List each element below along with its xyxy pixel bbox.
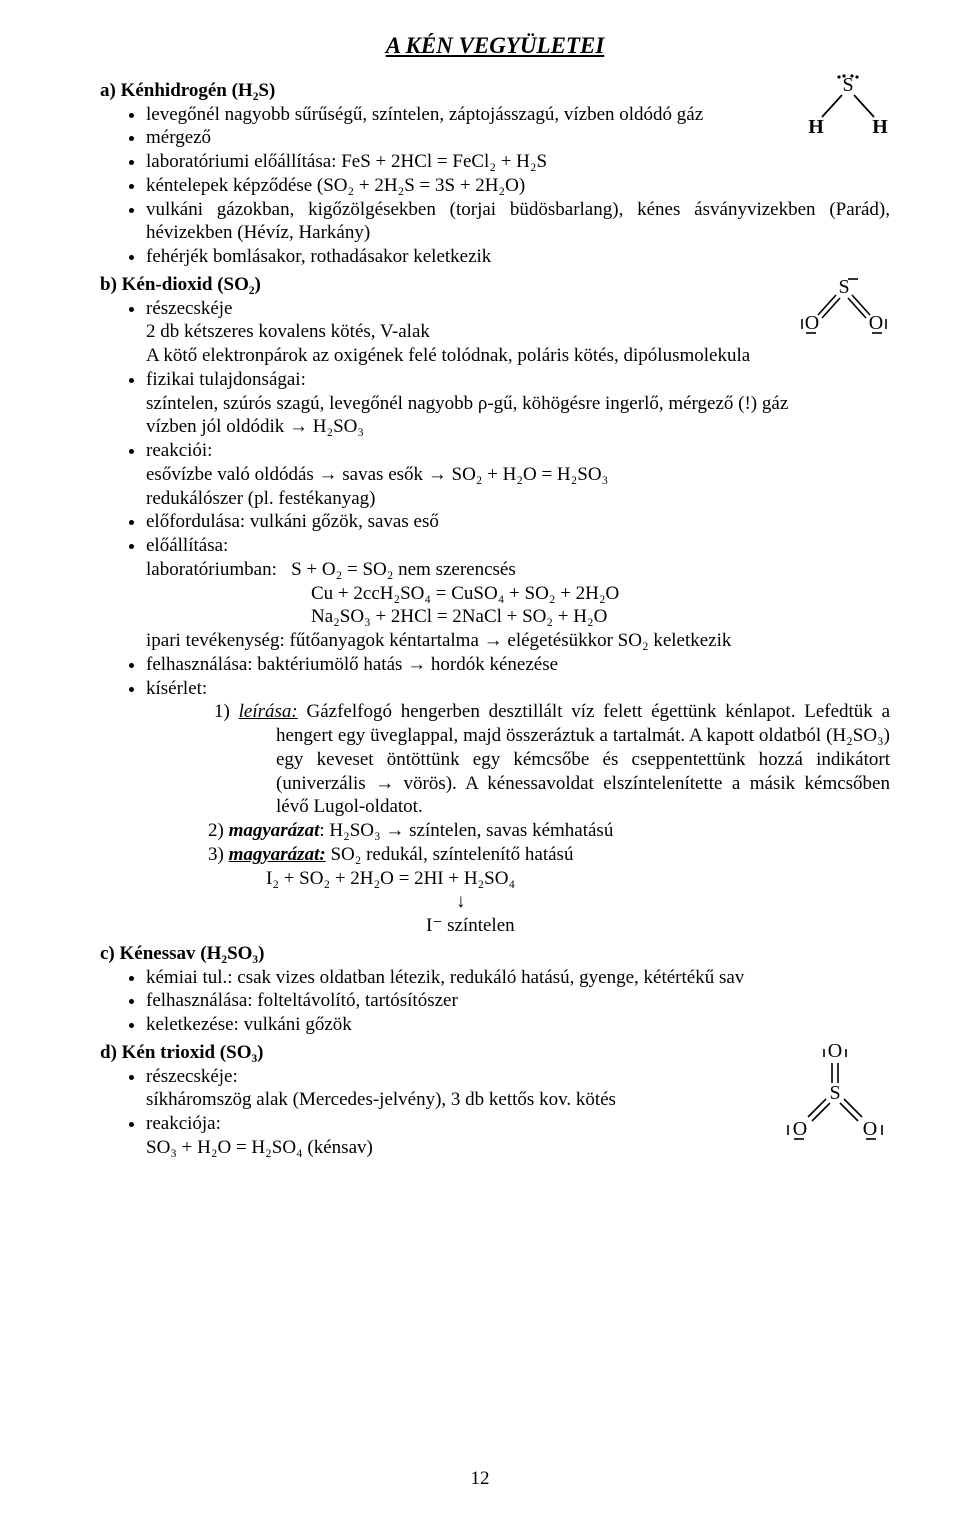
text: síkháromszög alak (Mercedes-jelvény), 3 … — [146, 1088, 890, 1112]
figure-so3: S O O O — [780, 1039, 890, 1149]
list-item: előállítása: laboratóriumban: S + O₂ = S… — [146, 534, 890, 653]
text: vulkáni gázokban, kigőzölgésekben (torja… — [146, 199, 890, 244]
text: színtelen, szúrós szagú, levegőnél nagyo… — [146, 392, 890, 416]
section-a-list: levegőnél nagyobb sűrűségű, színtelen, z… — [100, 103, 890, 269]
lab-row: laboratóriumban: S + O₂ = SO₂ nem szeren… — [146, 558, 890, 582]
text: magyarázat — [229, 820, 320, 841]
list-item: felhasználása: folteltávolító, tartósító… — [146, 989, 890, 1013]
list-item: részecskéje 2 db kétszeres kovalens köté… — [146, 297, 890, 368]
list-item: vulkáni gázokban, kigőzölgésekben (torja… — [146, 198, 890, 246]
text: kéntelepek képződése (SO₂ + 2H₂S = 3S + … — [146, 175, 525, 196]
text: : H₂SO₃ → színtelen, savas kémhatású — [319, 820, 613, 841]
experiment-2: 2) magyarázat: H₂SO₃ → színtelen, savas … — [146, 819, 890, 843]
atom-o1: O — [805, 312, 819, 334]
text: fehérjék bomlásakor, rothadásakor keletk… — [146, 246, 491, 267]
text: 3) — [208, 844, 229, 865]
list-item: kémiai tul.: csak vizes oldatban létezik… — [146, 966, 890, 990]
list-item: részecskéje: síkháromszög alak (Mercedes… — [146, 1065, 890, 1113]
text: kísérlet: — [146, 678, 207, 699]
text: I⁻ színtelen — [146, 914, 890, 938]
text: magyarázat: — [229, 844, 326, 865]
text: vízben jól oldódik → H₂SO₃ — [146, 415, 890, 439]
section-c-heading: c) Kénessav (H₂SO₃) — [100, 942, 890, 966]
text: S + O₂ = SO₂ nem szerencsés — [291, 559, 516, 580]
section-b-list: részecskéje 2 db kétszeres kovalens köté… — [100, 297, 890, 938]
figure-so2: S O O — [798, 275, 890, 339]
text: leírása: — [239, 701, 298, 722]
figure-h2s: S H H — [806, 73, 890, 143]
text: 2 db kétszeres kovalens kötés, V-alak — [146, 320, 890, 344]
text: részecskéje: — [146, 1066, 238, 1087]
atom-o-right: O — [863, 1118, 877, 1140]
text: felhasználása: baktériumölő hatás → hord… — [146, 654, 558, 675]
list-item: előfordulása: vulkáni gőzök, savas eső — [146, 510, 890, 534]
text: előfordulása: vulkáni gőzök, savas eső — [146, 511, 439, 532]
list-item: keletkezése: vulkáni gőzök — [146, 1013, 890, 1037]
text: SO₃ + H₂O = H₂SO₄ (kénsav) — [146, 1136, 890, 1160]
atom-h2: H — [872, 116, 888, 138]
experiment-3: 3) magyarázat: SO₂ redukál, színtelenítő… — [146, 843, 890, 867]
list-item: kísérlet: 1) leírása: Gázfelfogó hengerb… — [146, 677, 890, 938]
list-item: levegőnél nagyobb sűrűségű, színtelen, z… — [146, 103, 890, 127]
text: reakciói: — [146, 440, 212, 461]
text: Cu + 2ccH₂SO₄ = CuSO₄ + SO₂ + 2H₂O — [146, 582, 890, 606]
experiment-1: 1) leírása: Gázfelfogó hengerben desztil… — [146, 700, 890, 819]
section-c-list: kémiai tul.: csak vizes oldatban létezik… — [100, 966, 890, 1037]
list-item: laboratóriumi előállítása: FeS + 2HCl = … — [146, 150, 890, 174]
text: levegőnél nagyobb sűrűségű, színtelen, z… — [146, 104, 703, 125]
down-arrow-icon: ↓ — [146, 890, 890, 914]
atom-s: S — [829, 1082, 840, 1104]
atom-s: S — [838, 276, 849, 298]
text: előállítása: — [146, 535, 228, 556]
list-item: reakciója: SO₃ + H₂O = H₂SO₄ (kénsav) — [146, 1112, 890, 1160]
atom-o2: O — [869, 312, 883, 334]
list-item: kéntelepek képződése (SO₂ + 2H₂S = 3S + … — [146, 174, 890, 198]
text: SO₂ redukál, színtelenítő hatású — [326, 844, 574, 865]
text: I₂ + SO₂ + 2H₂O = 2HI + H₂SO₄ — [146, 867, 890, 891]
text: mérgező — [146, 127, 211, 148]
section-b-heading: b) Kén-dioxid (SO₂) — [100, 273, 890, 297]
text: kémiai tul.: csak vizes oldatban létezik… — [146, 967, 744, 988]
list-item: fehérjék bomlásakor, rothadásakor keletk… — [146, 245, 890, 269]
list-item: reakciói: esővízbe való oldódás → savas … — [146, 439, 890, 510]
atom-o-left: O — [793, 1118, 807, 1140]
section-d-list: részecskéje: síkháromszög alak (Mercedes… — [100, 1065, 890, 1160]
section-d-heading: d) Kén trioxid (SO₃) — [100, 1041, 890, 1065]
atom-h1: H — [808, 116, 824, 138]
list-item: felhasználása: baktériumölő hatás → hord… — [146, 653, 890, 677]
section-a-heading: a) Kénhidrogén (H₂S) — [100, 79, 890, 103]
text: keletkezése: vulkáni gőzök — [146, 1014, 352, 1035]
text: redukálószer (pl. festékanyag) — [146, 487, 890, 511]
text: fizikai tulajdonságai: — [146, 369, 306, 390]
text: 2) — [208, 820, 229, 841]
list-item: mérgező — [146, 126, 890, 150]
text: A kötő elektronpárok az oxigének felé to… — [146, 344, 890, 368]
text: Na₂SO₃ + 2HCl = 2NaCl + SO₂ + H₂O — [146, 605, 890, 629]
text: laboratóriumban: — [146, 559, 277, 580]
page-title: A KÉN VEGYÜLETEI — [100, 32, 890, 61]
text: Gázfelfogó hengerben desztillált víz fel… — [276, 701, 890, 817]
text: reakciója: — [146, 1113, 221, 1134]
page-number: 12 — [0, 1467, 960, 1491]
text: felhasználása: folteltávolító, tartósító… — [146, 990, 458, 1011]
atom-o-top: O — [828, 1040, 842, 1062]
text: ipari tevékenység: fűtőanyagok kéntartal… — [146, 629, 890, 653]
text: 1) — [214, 701, 239, 722]
text: laboratóriumi előállítása: FeS + 2HCl = … — [146, 151, 547, 172]
list-item: fizikai tulajdonságai: színtelen, szúrós… — [146, 368, 890, 439]
text: részecskéje — [146, 298, 233, 319]
text: esővízbe való oldódás → savas esők → SO₂… — [146, 463, 890, 487]
page: A KÉN VEGYÜLETEI S H H a) Kénhidrogén (H… — [0, 0, 960, 1513]
